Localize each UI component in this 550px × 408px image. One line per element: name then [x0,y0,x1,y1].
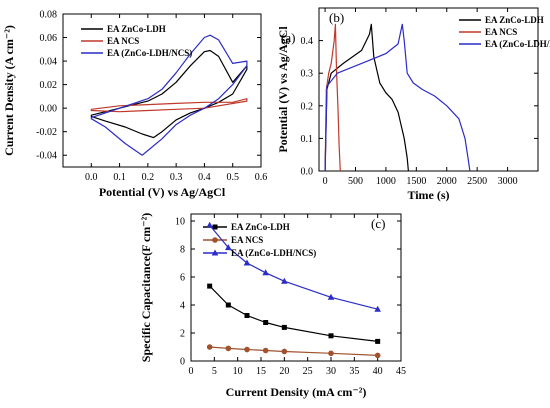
data-point [244,346,250,353]
data-point [207,283,213,289]
legend-label: EA NCS [485,27,517,37]
series-line-0 [90,49,248,139]
data-point [328,350,334,357]
data-point [244,313,250,318]
series-line-2 [90,34,248,156]
data-point [263,320,269,325]
chart-panel-2: 0 5 10 15 20 25 30 35 40 45 0 2 4 6 8 10 Current Density… [139,213,406,399]
x-tick-label: 5 [212,366,217,377]
y-tick-label: 4 [180,301,185,312]
series-line-1 [209,346,378,356]
chart-panel-1: 0 500 1000 1500 2000 2500 3000 0.0 0.1 0.2 0.3 0.4 T… [276,7,550,202]
y-tick-label: 0.00 [40,104,58,115]
series-line-1 [324,23,341,171]
data-point [206,344,213,350]
legend-label: EA ZnCo-LDH [231,222,290,232]
y-tick-label: 8 [180,245,185,256]
legend-marker [211,249,219,256]
data-point [206,221,213,228]
y-tick-label: 10 [175,217,185,228]
x-tick-label: 45 [396,366,406,377]
x-axis-label: Time (s) [407,188,449,202]
y-tick-label: 0.0 [301,167,314,178]
legend-label: EA (ZnCo-LDH/NCS) [485,39,550,49]
x-tick-label: 30 [326,366,336,377]
y-tick-label: 0.06 [40,33,58,44]
legend-label: EA ZnCo-LDH [107,24,166,34]
panel-label: (b) [329,10,344,25]
x-tick-label: 500 [348,176,363,187]
panel-label: (c) [371,216,385,231]
x-tick-label: 1500 [406,176,426,187]
x-tick-label: 0 [323,176,328,187]
data-point [327,293,335,300]
legend-label: EA (ZnCo-LDH/NCS) [107,48,192,58]
y-tick-label: 0.02 [40,80,58,91]
x-tick-label: 0.0 [85,172,98,183]
series-line-0 [324,23,409,171]
x-tick-label: 15 [256,366,266,377]
chart-panel-0: 0.0 0.1 0.2 0.3 0.4 0.5 0.6 -0.04 -0.02 0.00 0.02 0… [2,10,295,200]
x-tick-label: 25 [303,366,313,377]
x-tick-label: 0.1 [113,172,126,183]
x-tick-label: 0.4 [198,172,211,183]
x-tick-label: 40 [373,366,383,377]
legend-label: EA NCS [107,36,139,46]
x-tick-label: 0.2 [142,172,155,183]
legend-marker [212,224,218,230]
data-point [328,333,334,339]
x-tick-label: 20 [279,366,289,377]
y-tick-label: 0.4 [301,36,314,47]
x-tick-label: 0.6 [255,172,268,183]
data-point [262,269,269,276]
plot-frame [318,7,539,172]
x-tick-label: 0 [189,366,194,377]
x-tick-label: 0.3 [170,172,183,183]
data-point [375,338,381,344]
x-axis-label: Current Density (mA cm⁻²) [226,385,367,399]
series-line-2 [324,23,471,171]
data-point [281,348,288,355]
x-tick-label: 2500 [467,176,487,187]
legend-label: EA ZnCo-LDH [485,15,544,25]
x-tick-label: 1000 [376,176,396,187]
data-point [374,305,381,312]
panel-label: (a) [281,30,295,45]
y-tick-label: 0.08 [40,10,58,21]
y-axis-label: Potential (V) vs Ag/AgCl [276,26,290,153]
data-point [281,324,287,330]
x-tick-label: 10 [233,366,243,377]
y-tick-label: 0.3 [301,69,314,80]
legend-marker [212,237,218,243]
x-tick-label: 3000 [498,176,518,187]
series-line-1 [90,98,248,113]
y-tick-label: -0.02 [36,127,57,138]
data-point [225,302,231,308]
data-point [225,244,232,251]
y-tick-label: 0.04 [40,57,58,68]
data-point [225,345,232,352]
x-axis-label: Potential (V) vs Ag/AgCl [99,185,226,199]
y-tick-label: 0 [180,357,185,368]
data-point [281,277,288,284]
y-tick-label: 0.1 [301,134,314,145]
x-tick-label: 2000 [437,176,457,187]
y-axis-label: Current Density (A cm⁻²) [2,25,16,156]
x-tick-label: 35 [349,366,359,377]
plot-frame [190,213,402,362]
y-tick-label: 2 [180,329,185,340]
legend-label: EA NCS [231,235,263,245]
y-tick-label: 0.2 [301,101,314,112]
y-tick-label: 6 [180,273,185,284]
plot-frame [62,13,262,168]
y-tick-label: -0.04 [36,151,57,162]
legend-label: EA (ZnCo-LDH/NCS) [231,248,316,258]
y-axis-label: Specific Capacitance(F cm⁻²) [139,213,153,362]
data-point [243,259,251,266]
data-point [262,347,269,354]
series-line-0 [209,285,378,342]
data-point [374,352,381,359]
x-tick-label: 0.5 [226,172,239,183]
